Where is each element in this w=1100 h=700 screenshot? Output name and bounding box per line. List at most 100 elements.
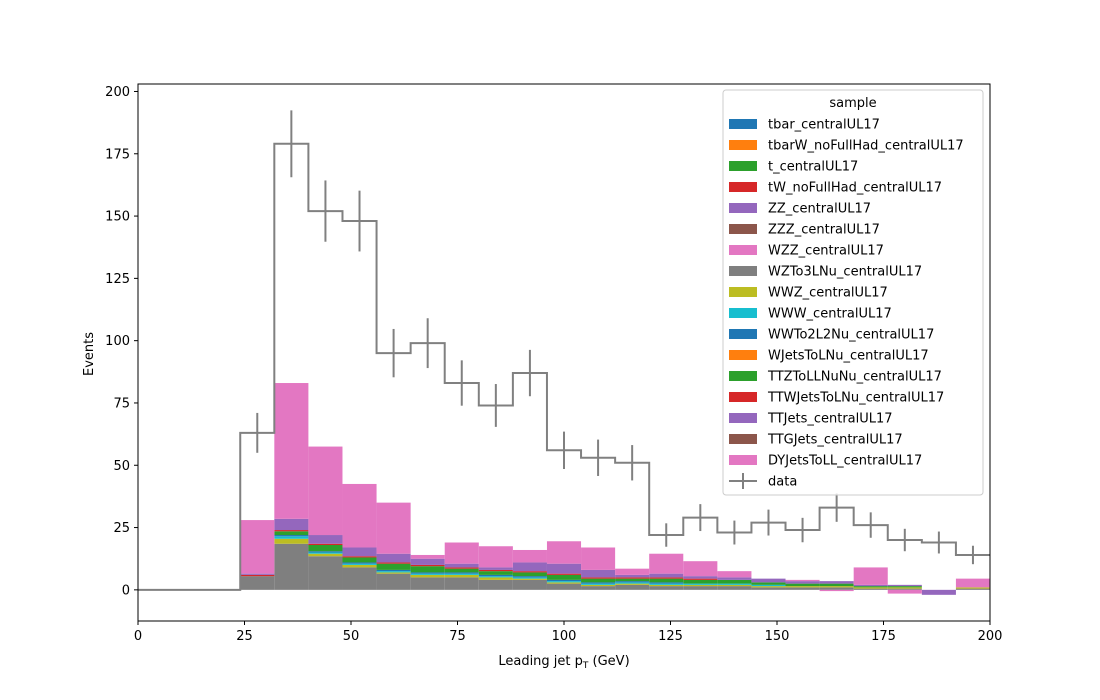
bar-ttjets-centralul17-bin-10 (478, 567, 513, 570)
bar-ttztollnunu-centralul17-bin-19 (785, 583, 820, 587)
bar-ttjets-centralul17-bin-23 (921, 589, 956, 595)
bar-ttjets-centralul17-bin-20 (819, 581, 854, 584)
bar-wwz-centralul17-bin-14 (615, 583, 650, 585)
x-tick-label-0: 0 (134, 629, 142, 644)
legend-swatch-wzz-centralul17 (729, 245, 757, 255)
legend-swatch-ttwjetstolnu-centralul17 (729, 392, 757, 402)
legend-title: sample (829, 96, 876, 111)
bar-ttwjetstolnu-centralul17-bin-16 (683, 578, 718, 580)
bar-wwz-centralul17-bin-7 (376, 572, 411, 574)
bar-ttztollnunu-centralul17-bin-4 (274, 531, 309, 536)
bar-wwto2l2nu-centralul17-bin-5 (308, 551, 343, 553)
bar-wzto3lnu-centralul17-bin-8 (410, 577, 445, 590)
bar-www-centralul17-bin-10 (478, 576, 513, 578)
bar-ttwjetstolnu-centralul17-bin-14 (615, 577, 650, 579)
bar-ttjets-centralul17-bin-8 (410, 558, 445, 565)
bar-www-centralul17-bin-13 (581, 583, 616, 585)
legend-swatch-tbar-centralul17 (729, 119, 757, 129)
bar-dyjetstoll-centralul17-bin-22 (887, 589, 922, 594)
bar-dyjetstoll-centralul17-bin-8 (410, 554, 445, 559)
bar-wwz-centralul17-bin-8 (410, 574, 445, 578)
legend-swatch-ttztollnunu-centralul17 (729, 371, 757, 381)
bar-wzto3lnu-centralul17-bin-3 (240, 576, 275, 590)
bar-wzto3lnu-centralul17-bin-12 (546, 583, 582, 590)
bar-www-centralul17-bin-4 (274, 536, 309, 539)
bar-dyjetstoll-centralul17-bin-3 (240, 520, 275, 574)
y-tick-label-50: 50 (113, 459, 130, 474)
bar-wwz-centralul17-bin-9 (444, 574, 479, 578)
legend-frame (722, 89, 984, 496)
bar-ttztollnunu-centralul17-bin-8 (410, 566, 445, 573)
bar-www-centralul17-bin-15 (649, 583, 684, 585)
bar-ttztollnunu-centralul17-bin-14 (615, 578, 650, 582)
legend-label-zzz-centralul17: ZZZ_centralUL17 (768, 223, 880, 238)
bar-ttjets-centralul17-bin-11 (512, 562, 547, 572)
x-tick-label-150: 150 (765, 629, 790, 644)
y-tick-label-200: 200 (105, 85, 130, 100)
legend-label-t-centralul17: t_centralUL17 (768, 160, 858, 175)
bar-www-centralul17-bin-12 (546, 581, 582, 583)
legend-swatch-wzto3lnu-centralul17 (729, 266, 757, 276)
bar-ttjets-centralul17-bin-3 (240, 573, 275, 575)
bar-ttwjetstolnu-centralul17-bin-12 (546, 573, 582, 575)
y-tick-label-125: 125 (105, 272, 130, 287)
bar-ttztollnunu-centralul17-bin-6 (342, 557, 377, 563)
bar-ttztollnunu-centralul17-bin-20 (819, 583, 854, 587)
legend-label-www-centralul17: WWW_centralUL17 (768, 307, 892, 322)
bar-wzto3lnu-centralul17-bin-24 (955, 588, 990, 590)
legend-swatch-tbarw-nofullhad-centralul17 (729, 140, 757, 150)
bar-dyjetstoll-centralul17-bin-14 (615, 568, 650, 575)
bar-wzto3lnu-centralul17-bin-6 (342, 567, 377, 590)
data-series (138, 110, 990, 591)
y-tick-label-75: 75 (113, 396, 130, 411)
legend: sample tbar_centralUL17 tbarW_noFullHad_c… (722, 89, 984, 496)
bar-wzto3lnu-centralul17-bin-17 (717, 586, 752, 590)
bar-wwto2l2nu-centralul17-bin-15 (649, 582, 684, 584)
bar-wwz-centralul17-bin-12 (546, 582, 582, 584)
legend-swatch-wwto2l2nu-centralul17 (729, 329, 757, 339)
legend-swatch-zz-centralul17 (729, 203, 757, 213)
bar-ttwjetstolnu-centralul17-bin-9 (444, 567, 479, 569)
legend-items: tbar_centralUL17 tbarW_noFullHad_centralU… (729, 118, 964, 490)
bar-dyjetstoll-centralul17-bin-16 (683, 561, 718, 577)
bar-ttztollnunu-centralul17-bin-21 (853, 586, 888, 588)
bar-wzto3lnu-centralul17-bin-11 (512, 579, 547, 590)
bar-ttwjetstolnu-centralul17-bin-7 (376, 562, 411, 564)
x-tick-label-175: 175 (871, 629, 896, 644)
legend-label-wwz-centralul17: WWZ_centralUL17 (768, 286, 888, 301)
legend-swatch-tw-nofullhad-centralul17 (729, 182, 757, 192)
bar-dyjetstoll-centralul17-bin-9 (444, 542, 479, 564)
bar-www-centralul17-bin-11 (512, 577, 547, 579)
bar-ttztollnunu-centralul17-bin-13 (581, 578, 616, 583)
bar-www-centralul17-bin-8 (410, 573, 445, 575)
bar-ttztollnunu-centralul17-bin-18 (751, 582, 786, 585)
y-tick-label-150: 150 (105, 210, 130, 225)
bar-dyjetstoll-centralul17-bin-13 (581, 547, 616, 570)
bar-wzto3lnu-centralul17-bin-20 (819, 587, 854, 590)
bar-ttjets-centralul17-bin-5 (308, 535, 343, 544)
bar-www-centralul17-bin-5 (308, 552, 343, 554)
bar-ttwjetstolnu-centralul17-bin-5 (308, 543, 343, 545)
legend-label-data: data (768, 475, 797, 490)
bar-dyjetstoll-centralul17-bin-20 (819, 589, 854, 592)
stacked-bars (240, 383, 990, 595)
bar-wzto3lnu-centralul17-bin-16 (683, 586, 718, 590)
legend-label-ttgjets-centralul17: TTGJets_centralUL17 (767, 433, 903, 448)
x-axis-label: Leading jet pT (GeV) (498, 654, 629, 671)
bar-ttwjetstolnu-centralul17-bin-3 (240, 574, 275, 577)
bar-ttjets-centralul17-bin-9 (444, 563, 479, 568)
bar-ttjets-centralul17-bin-19 (785, 581, 820, 584)
bar-dyjetstoll-centralul17-bin-11 (512, 549, 547, 563)
bar-wzto3lnu-centralul17-bin-21 (853, 588, 888, 590)
legend-label-ttwjetstolnu-centralul17: TTWJetsToLNu_centralUL17 (767, 391, 944, 406)
legend-label-tw-nofullhad-centralul17: tW_noFullHad_centralUL17 (768, 181, 942, 196)
bar-wwz-centralul17-bin-6 (342, 564, 377, 568)
bar-ttwjetstolnu-centralul17-bin-4 (274, 530, 309, 532)
bar-ttztollnunu-centralul17-bin-17 (717, 579, 752, 584)
bar-wwto2l2nu-centralul17-bin-14 (615, 581, 650, 583)
bar-ttwjetstolnu-centralul17-bin-8 (410, 564, 445, 567)
bar-ttjets-centralul17-bin-7 (376, 553, 411, 563)
legend-label-wwto2l2nu-centralul17: WWTo2L2Nu_centralUL17 (768, 328, 934, 343)
legend-swatch-dyjetstoll-centralul17 (729, 455, 757, 465)
